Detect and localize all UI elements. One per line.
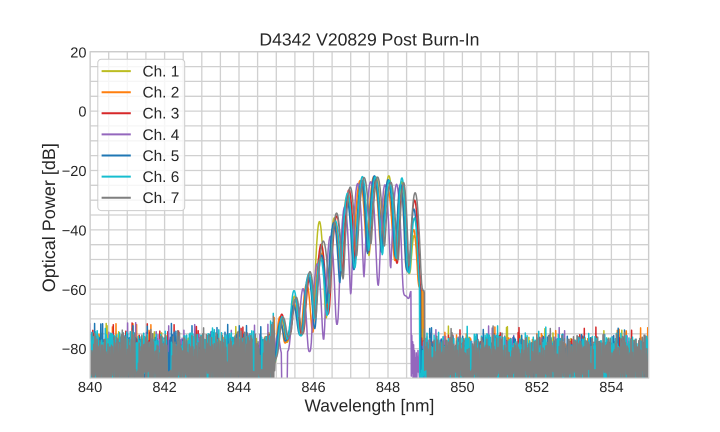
- svg-text:Ch. 4: Ch. 4: [143, 127, 180, 144]
- svg-text:848: 848: [376, 380, 400, 396]
- svg-text:846: 846: [301, 380, 325, 396]
- svg-text:854: 854: [599, 380, 623, 396]
- svg-text:−20: −20: [62, 164, 87, 180]
- svg-text:Ch. 1: Ch. 1: [143, 64, 180, 81]
- svg-text:840: 840: [78, 380, 102, 396]
- svg-text:Optical Power [dB]: Optical Power [dB]: [39, 143, 59, 292]
- svg-text:0: 0: [78, 105, 86, 121]
- svg-text:Ch. 5: Ch. 5: [143, 148, 180, 165]
- svg-text:Ch. 2: Ch. 2: [143, 85, 180, 102]
- svg-text:850: 850: [450, 380, 474, 396]
- svg-text:852: 852: [525, 380, 549, 396]
- svg-text:842: 842: [152, 380, 176, 396]
- svg-text:−40: −40: [62, 224, 87, 240]
- svg-text:Ch. 6: Ch. 6: [143, 169, 180, 186]
- svg-text:Ch. 7: Ch. 7: [143, 190, 180, 207]
- svg-text:Ch. 3: Ch. 3: [143, 106, 180, 123]
- svg-text:−80: −80: [62, 342, 87, 358]
- svg-text:D4342 V20829 Post Burn-In: D4342 V20829 Post Burn-In: [259, 29, 479, 49]
- svg-text:844: 844: [227, 380, 251, 396]
- svg-text:Wavelength [nm]: Wavelength [nm]: [304, 395, 434, 415]
- svg-text:−60: −60: [62, 283, 87, 299]
- svg-text:20: 20: [70, 45, 86, 61]
